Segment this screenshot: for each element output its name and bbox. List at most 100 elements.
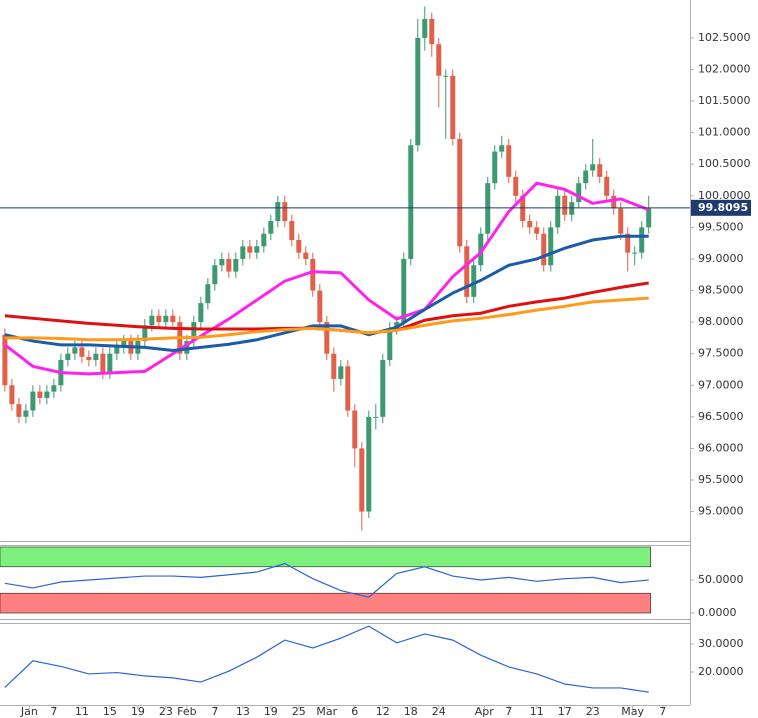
candle-body (422, 18, 428, 38)
x-tick-label: Mar (316, 705, 337, 718)
y-tick-label: 101.0000 (698, 126, 751, 139)
y-tick-label: 101.5000 (698, 94, 751, 107)
candle-body (44, 391, 50, 398)
candle-body (408, 145, 414, 259)
candle-body (562, 195, 568, 215)
band (0, 546, 652, 568)
y-tick-label: 95.5000 (698, 473, 744, 486)
candle-body (457, 138, 463, 247)
y-tick-label: 50.0000 (698, 573, 744, 586)
x-tick-label: 15 (103, 705, 117, 718)
candle-body (65, 353, 71, 360)
candle-body (310, 258, 316, 291)
candle-body (450, 75, 456, 139)
y-tick-label: 95.0000 (698, 505, 744, 518)
moving-average (4, 296, 649, 342)
candle-body (597, 164, 603, 177)
x-tick-label: 17 (558, 705, 572, 718)
candle-body (296, 240, 302, 253)
candle-body (156, 315, 162, 323)
y-tick-label: 99.5000 (698, 220, 744, 233)
candle-body (191, 322, 197, 342)
candle-body (170, 315, 176, 323)
candle-body (583, 170, 589, 184)
candle-body (387, 328, 393, 360)
candle-body (443, 75, 449, 77)
candle-body (261, 233, 267, 247)
candle-body (569, 202, 575, 215)
candle-body (401, 258, 407, 323)
band (0, 592, 652, 614)
candle-body (485, 183, 491, 234)
candle-body (625, 233, 631, 253)
candle-body (121, 341, 127, 348)
x-tick-label: 12 (376, 705, 390, 718)
candle-body (51, 385, 57, 392)
candle-body (618, 208, 624, 234)
candle-body (338, 366, 344, 379)
candle-body (436, 44, 442, 76)
candle-body (345, 366, 351, 411)
candle-body (268, 221, 274, 234)
candle-body (107, 353, 113, 373)
candle-body (100, 353, 106, 373)
candle-body (219, 258, 225, 266)
candle-body (324, 322, 330, 354)
x-tick-label: 24 (432, 705, 446, 718)
candle-body (604, 176, 610, 196)
candle-body (30, 391, 36, 411)
moving-average (3, 181, 650, 376)
candle-body (513, 176, 519, 196)
candle-body (646, 207, 652, 228)
y-tick-label: 96.0000 (698, 441, 744, 454)
x-tick-label: 23 (586, 705, 600, 718)
candle-body (163, 315, 169, 323)
x-tick-label: 23 (159, 705, 173, 718)
candle-body (590, 164, 596, 171)
candle-body (184, 341, 190, 354)
x-tick-label: Feb (177, 705, 196, 718)
candle-body (506, 145, 512, 177)
indicator-line (4, 625, 649, 693)
candle-body (471, 265, 477, 297)
y-tick-label: 99.0000 (698, 252, 744, 265)
candle-body (352, 410, 358, 449)
candle-body (478, 233, 484, 266)
candle-body (632, 252, 638, 254)
x-tick-label: 6 (351, 705, 358, 718)
candle-body (639, 227, 645, 253)
candle-body (366, 416, 372, 512)
candle-body (373, 416, 379, 418)
y-tick-label: 98.0000 (698, 315, 744, 328)
x-tick-label: 7 (50, 705, 57, 718)
candle-body (303, 252, 309, 259)
candle-body (317, 290, 323, 323)
candle-body (541, 233, 547, 266)
candle-body (520, 195, 526, 222)
x-tick-label: 7 (659, 705, 666, 718)
candle-body (394, 322, 400, 329)
y-tick-label: 20.0000 (698, 665, 744, 678)
candle-body (149, 315, 155, 326)
y-tick-label: 98.5000 (698, 284, 744, 297)
x-tick-label: Jan (20, 705, 38, 718)
candle-body (205, 284, 211, 304)
y-tick-label: 96.5000 (698, 410, 744, 423)
candle-body (359, 448, 365, 512)
x-tick-label: 19 (131, 705, 145, 718)
candle-body (464, 246, 470, 297)
x-tick-label: 7 (505, 705, 512, 718)
indicator-line (4, 562, 649, 598)
candle-body (2, 334, 8, 386)
last-price-label: 99.8095 (698, 201, 748, 214)
candle-body (79, 347, 85, 357)
moving-average (4, 234, 649, 353)
x-tick-label: 13 (236, 705, 250, 718)
y-tick-label: 0.0000 (698, 606, 737, 619)
candle-body (415, 37, 421, 146)
candle-body (611, 195, 617, 209)
x-tick-label: 11 (75, 705, 89, 718)
candle-body (429, 18, 435, 45)
candle-body (198, 303, 204, 323)
